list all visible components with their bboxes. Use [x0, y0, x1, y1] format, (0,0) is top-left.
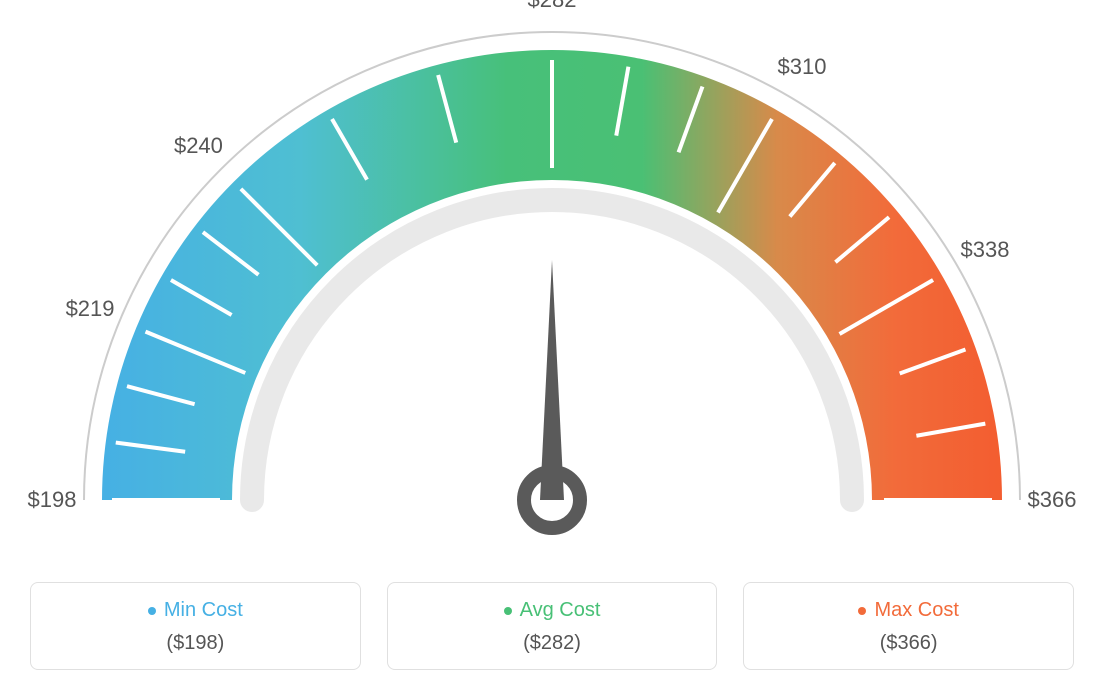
legend-row: Min Cost ($198) Avg Cost ($282) Max Cost… [30, 582, 1074, 670]
legend-value-min: ($198) [31, 632, 360, 655]
gauge-svg [0, 0, 1104, 560]
legend-value-max: ($366) [744, 632, 1073, 655]
legend-title-min: Min Cost [148, 599, 243, 622]
gauge-tick-label: $282 [528, 0, 577, 13]
cost-gauge-chart: $198 $219 $240 $282 $310 $338 $366 [0, 0, 1104, 560]
gauge-tick-label: $310 [778, 54, 827, 80]
gauge-tick-label: $198 [28, 487, 77, 513]
legend-label-min: Min Cost [164, 599, 243, 622]
gauge-tick-label: $338 [961, 237, 1010, 263]
legend-dot-min [148, 607, 156, 615]
legend-title-avg: Avg Cost [504, 599, 601, 622]
legend-title-max: Max Cost [858, 599, 958, 622]
gauge-tick-label: $366 [1028, 487, 1077, 513]
legend-label-max: Max Cost [874, 599, 958, 622]
legend-value-avg: ($282) [388, 632, 717, 655]
gauge-tick-label: $240 [174, 133, 223, 159]
legend-dot-max [858, 607, 866, 615]
gauge-tick-label: $219 [66, 296, 115, 322]
legend-card-max: Max Cost ($366) [743, 582, 1074, 670]
legend-label-avg: Avg Cost [520, 599, 601, 622]
legend-card-min: Min Cost ($198) [30, 582, 361, 670]
legend-dot-avg [504, 607, 512, 615]
legend-card-avg: Avg Cost ($282) [387, 582, 718, 670]
